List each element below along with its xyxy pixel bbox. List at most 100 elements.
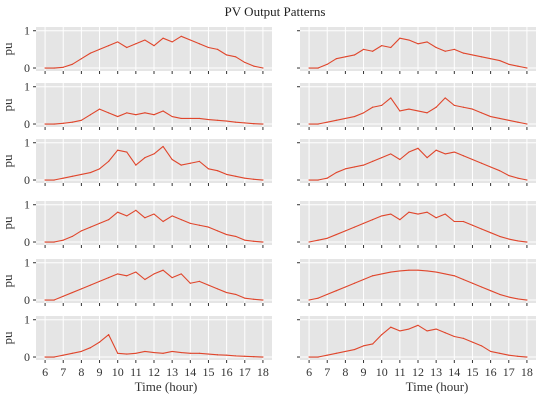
- data-point: [262, 123, 264, 125]
- data-point: [153, 45, 155, 47]
- data-point: [335, 290, 337, 292]
- data-point: [308, 299, 310, 301]
- data-point: [490, 232, 492, 234]
- y-tick-label: 0: [24, 61, 30, 75]
- data-point: [216, 230, 219, 232]
- x-tick-label: 10: [112, 365, 124, 379]
- data-point: [490, 166, 492, 168]
- data-point: [471, 158, 474, 161]
- data-point: [426, 211, 428, 213]
- data-point: [144, 39, 146, 41]
- data-point: [89, 171, 92, 174]
- y-axis-label: pu: [0, 216, 15, 230]
- data-point: [89, 347, 92, 349]
- data-point: [135, 43, 137, 45]
- data-point: [435, 271, 437, 273]
- data-point: [353, 115, 356, 118]
- x-tick-label: 13: [430, 365, 442, 379]
- data-point: [490, 350, 492, 353]
- data-point: [62, 354, 64, 356]
- x-tick-label: 17: [239, 365, 251, 379]
- data-point: [372, 50, 374, 52]
- x-tick-label: 9: [97, 365, 103, 379]
- data-point: [198, 117, 200, 120]
- data-point: [207, 168, 210, 170]
- data-point: [216, 288, 219, 290]
- data-point: [517, 355, 519, 357]
- data-point: [180, 219, 182, 221]
- data-point: [408, 328, 410, 330]
- data-point: [207, 284, 210, 286]
- data-point: [216, 354, 219, 356]
- x-tick-label: 6: [42, 365, 48, 379]
- data-point: [517, 65, 519, 67]
- data-point: [226, 173, 228, 176]
- data-point: [126, 151, 128, 153]
- data-point: [226, 291, 228, 294]
- data-point: [390, 97, 392, 99]
- panel-9: 0 1 pu: [0, 256, 272, 307]
- y-tick-label: 1: [24, 256, 30, 270]
- data-point: [308, 123, 310, 125]
- data-point: [480, 112, 483, 114]
- data-point: [253, 240, 255, 242]
- data-point: [180, 35, 182, 37]
- data-point: [362, 222, 365, 224]
- data-point: [126, 112, 128, 114]
- data-point: [353, 54, 356, 56]
- data-point: [344, 350, 346, 353]
- panel-8: [297, 201, 536, 248]
- data-point: [117, 352, 119, 354]
- data-point: [235, 56, 237, 58]
- data-point: [453, 104, 455, 106]
- data-point: [344, 230, 346, 232]
- data-point: [53, 123, 55, 125]
- data-point: [399, 37, 401, 39]
- data-point: [171, 115, 173, 118]
- data-point: [244, 61, 246, 64]
- data-point: [435, 46, 437, 49]
- data-point: [344, 168, 346, 170]
- data-point: [108, 45, 110, 47]
- data-point: [162, 220, 164, 223]
- data-point: [390, 213, 392, 215]
- data-point: [262, 67, 264, 69]
- data-point: [480, 162, 483, 164]
- data-point: [44, 299, 46, 301]
- data-point: [499, 352, 501, 354]
- data-point: [80, 230, 82, 232]
- data-point: [171, 215, 173, 217]
- panel-4: [297, 83, 536, 130]
- data-point: [153, 114, 155, 116]
- data-point: [262, 356, 264, 358]
- data-point: [326, 177, 328, 179]
- data-point: [471, 282, 474, 284]
- data-point: [317, 67, 319, 69]
- data-point: [335, 233, 337, 236]
- data-point: [462, 337, 464, 339]
- data-point: [171, 350, 173, 353]
- data-point: [435, 149, 437, 151]
- panel-12: 6 7 8 9 10 11 12 13 14 15 16 17 18: [297, 316, 536, 379]
- data-point: [135, 352, 137, 354]
- data-point: [235, 293, 237, 296]
- data-point: [235, 175, 237, 177]
- data-point: [399, 110, 401, 112]
- x-tick-label: 11: [130, 365, 142, 379]
- data-point: [471, 224, 474, 226]
- data-point: [80, 58, 82, 60]
- data-point: [444, 213, 446, 215]
- data-point: [44, 67, 46, 69]
- data-point: [189, 352, 191, 354]
- data-point: [480, 286, 483, 288]
- x-tick-label: 12: [148, 365, 160, 379]
- data-point: [198, 224, 200, 226]
- data-point: [62, 122, 64, 124]
- data-point: [62, 295, 64, 297]
- data-point: [499, 170, 501, 172]
- data-point: [326, 354, 328, 356]
- chart-title: PV Output Patterns: [225, 4, 326, 19]
- data-point: [335, 171, 337, 174]
- data-point: [126, 353, 128, 355]
- panel-2: [297, 27, 536, 74]
